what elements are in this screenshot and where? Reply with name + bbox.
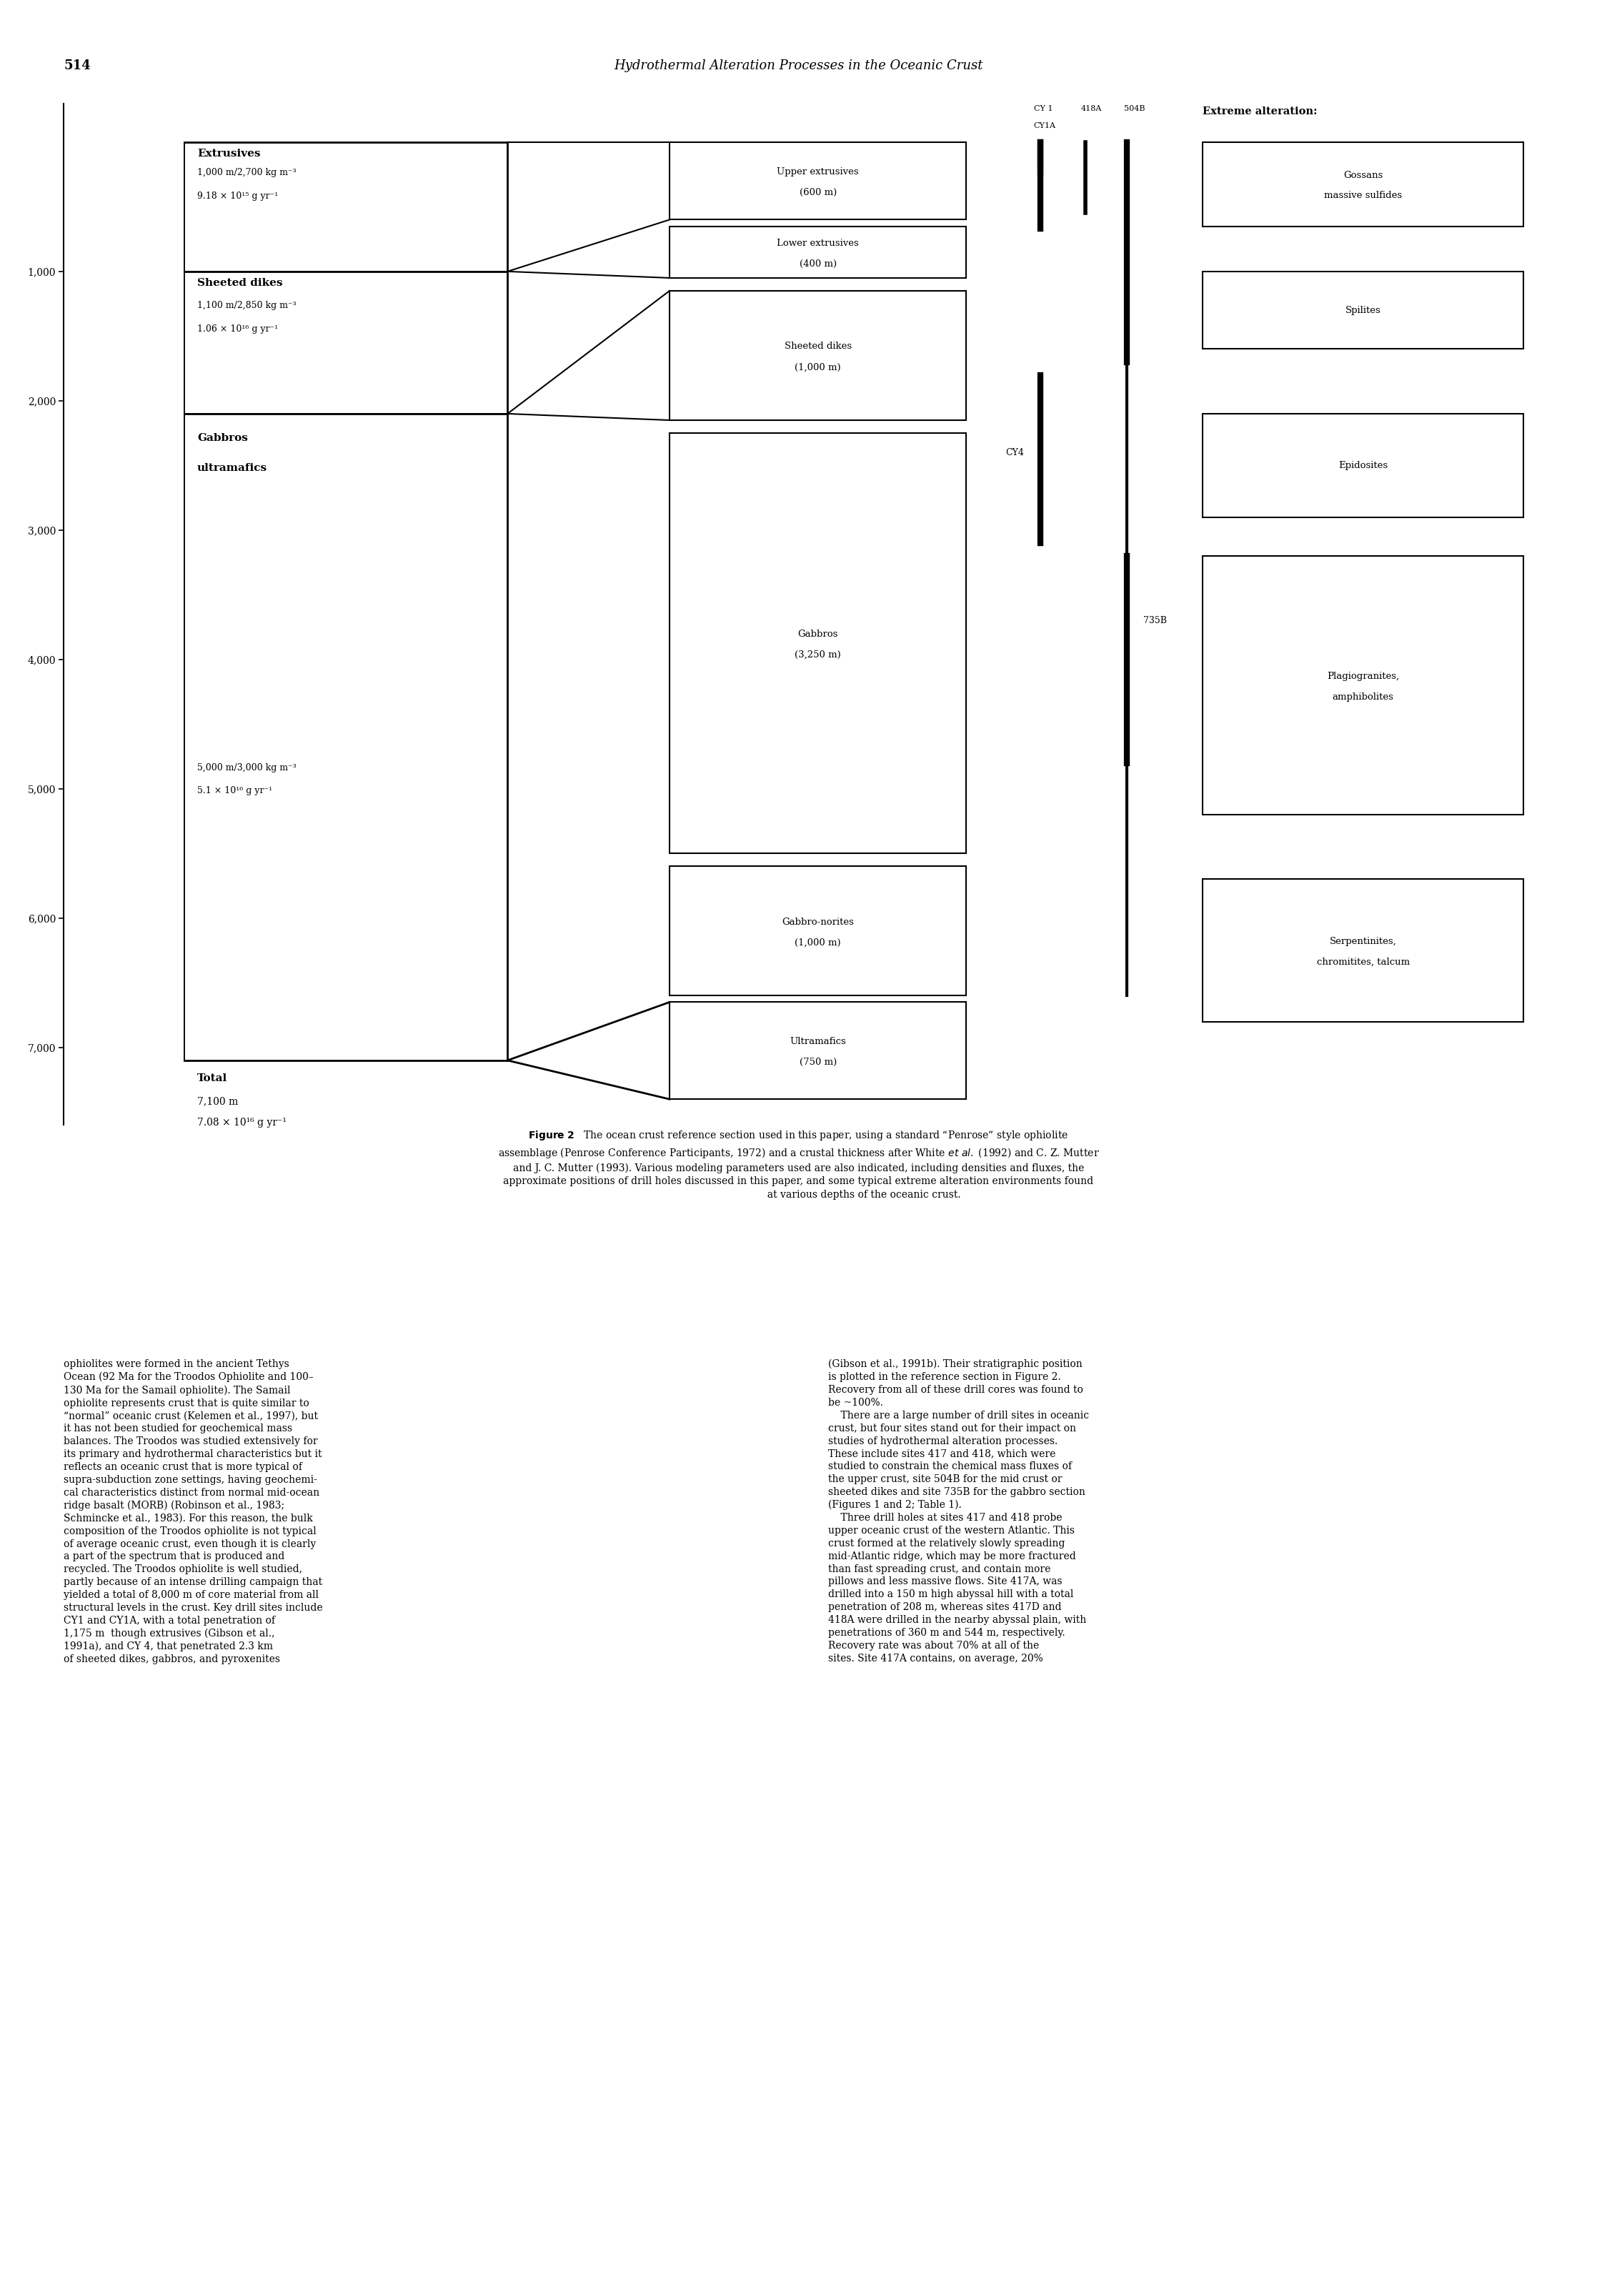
- Text: Serpentinites,: Serpentinites,: [1330, 937, 1397, 946]
- Text: Upper extrusives: Upper extrusives: [778, 168, 859, 177]
- Text: ophiolites were formed in the ancient Tethys
Ocean (92 Ma for the Troodos Ophiol: ophiolites were formed in the ancient Te…: [64, 1359, 323, 1665]
- Text: 9.18 × 10¹⁵ g yr⁻¹: 9.18 × 10¹⁵ g yr⁻¹: [196, 191, 278, 200]
- Text: (400 m): (400 m): [798, 259, 837, 269]
- Text: 504B: 504B: [1124, 106, 1145, 113]
- Text: 1,000 m/2,700 kg m⁻³: 1,000 m/2,700 kg m⁻³: [196, 168, 295, 177]
- Text: $\bf{Figure\ 2}$   The ocean crust reference section used in this paper, using a: $\bf{Figure\ 2}$ The ocean crust referen…: [498, 1130, 1099, 1201]
- Bar: [669, 866, 966, 996]
- Bar: [669, 1001, 966, 1100]
- Bar: [1203, 556, 1524, 815]
- Text: 418A: 418A: [1081, 106, 1102, 113]
- Text: CY1A: CY1A: [1033, 122, 1056, 129]
- Bar: [184, 142, 508, 271]
- Bar: [669, 292, 966, 420]
- Text: 735B: 735B: [1143, 615, 1167, 625]
- Text: Gossans: Gossans: [1343, 170, 1383, 179]
- Text: chromitites, talcum: chromitites, talcum: [1316, 957, 1410, 967]
- Text: 1.06 × 10¹⁶ g yr⁻¹: 1.06 × 10¹⁶ g yr⁻¹: [196, 324, 278, 333]
- Text: Gabbro-norites: Gabbro-norites: [783, 918, 854, 928]
- Text: (600 m): (600 m): [798, 188, 837, 197]
- Text: CY4: CY4: [1006, 448, 1024, 457]
- Text: ultramafics: ultramafics: [196, 464, 267, 473]
- Text: Sheeted dikes: Sheeted dikes: [196, 278, 283, 287]
- Text: 1,100 m/2,850 kg m⁻³: 1,100 m/2,850 kg m⁻³: [196, 301, 295, 310]
- Text: Hydrothermal Alteration Processes in the Oceanic Crust: Hydrothermal Alteration Processes in the…: [613, 60, 984, 71]
- Text: massive sulfides: massive sulfides: [1324, 191, 1402, 200]
- Text: (3,250 m): (3,250 m): [795, 650, 842, 659]
- Text: Epidosites: Epidosites: [1338, 461, 1388, 471]
- Bar: [1203, 271, 1524, 349]
- Bar: [1203, 879, 1524, 1022]
- Text: Top: Top: [157, 122, 174, 131]
- Text: (Gibson et al., 1991b). Their stratigraphic position
is plotted in the reference: (Gibson et al., 1991b). Their stratigrap…: [827, 1359, 1089, 1662]
- Text: Sheeted dikes: Sheeted dikes: [784, 342, 851, 351]
- Bar: [1203, 142, 1524, 227]
- Bar: [184, 271, 508, 413]
- Text: Gabbros: Gabbros: [798, 629, 838, 638]
- Text: Gabbros: Gabbros: [196, 434, 248, 443]
- Text: Total: Total: [196, 1072, 227, 1084]
- Bar: [669, 434, 966, 854]
- Text: Plagiogranites,: Plagiogranites,: [1327, 673, 1399, 682]
- Text: Ultramafics: Ultramafics: [791, 1038, 846, 1047]
- Text: 514: 514: [64, 60, 91, 71]
- Text: Lower extrusives: Lower extrusives: [776, 239, 859, 248]
- Bar: [669, 227, 966, 278]
- Text: (750 m): (750 m): [798, 1058, 837, 1068]
- Text: Extreme alteration:: Extreme alteration:: [1203, 106, 1318, 117]
- Text: (1,000 m): (1,000 m): [795, 939, 842, 948]
- Text: 7.08 × 10¹⁶ g yr⁻¹: 7.08 × 10¹⁶ g yr⁻¹: [196, 1118, 286, 1127]
- Text: Extrusives: Extrusives: [196, 149, 260, 158]
- Text: 5,000 m/3,000 kg m⁻³: 5,000 m/3,000 kg m⁻³: [196, 762, 297, 771]
- Text: Spilites: Spilites: [1345, 305, 1381, 315]
- Bar: [1203, 413, 1524, 517]
- Text: 5.1 × 10¹⁶ g yr⁻¹: 5.1 × 10¹⁶ g yr⁻¹: [196, 785, 271, 794]
- Bar: [184, 413, 508, 1061]
- Text: (1,000 m): (1,000 m): [795, 363, 842, 372]
- Text: CY 1: CY 1: [1033, 106, 1052, 113]
- Text: 7,100 m: 7,100 m: [196, 1097, 238, 1107]
- Text: amphibolites: amphibolites: [1332, 693, 1394, 703]
- Bar: [669, 142, 966, 220]
